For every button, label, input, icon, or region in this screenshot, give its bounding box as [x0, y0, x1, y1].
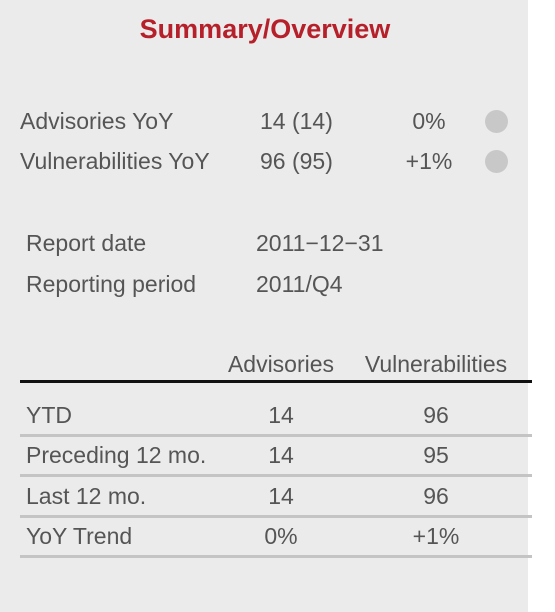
vulnerabilities-yoy-count: 96 (95): [260, 148, 333, 174]
advisories-status-indicator-icon: [485, 110, 508, 133]
advisories-yoy-change: 0%: [412, 108, 446, 134]
row-label: YTD: [26, 402, 72, 428]
table-header: Advisories Vulnerabilities: [0, 349, 530, 379]
vulnerabilities-status-indicator-icon: [485, 150, 508, 173]
reporting-period-label: Reporting period: [26, 271, 197, 297]
advisories-cell: 14: [268, 402, 294, 428]
advisories-cell: 14: [268, 483, 294, 509]
advisories-cell: 14: [268, 442, 294, 468]
vulnerabilities-cell: 95: [423, 442, 449, 468]
report-date-row: Report date 2011−12−31: [26, 228, 506, 258]
summary-panel: Summary/Overview Advisories YoY 14 (14) …: [0, 0, 532, 612]
report-date-value: 2011−12−31: [256, 230, 384, 256]
advisories-cell: 0%: [264, 523, 298, 549]
row-label: Preceding 12 mo.: [26, 442, 207, 468]
reporting-period-value: 2011/Q4: [256, 271, 343, 297]
reporting-period-row: Reporting period 2011/Q4: [26, 269, 506, 299]
vulnerabilities-cell: 96: [423, 483, 449, 509]
table-row: Last 12 mo. 14 96: [20, 478, 532, 518]
vulnerabilities-yoy-row: Vulnerabilities YoY 96 (95) +1%: [20, 146, 520, 176]
advisories-yoy-count: 14 (14): [260, 108, 333, 134]
advisories-yoy-row: Advisories YoY 14 (14) 0%: [20, 106, 520, 136]
vulnerabilities-cell: +1%: [412, 523, 460, 549]
vulnerabilities-yoy-label: Vulnerabilities YoY: [20, 148, 210, 174]
report-date-label: Report date: [26, 230, 147, 256]
row-label: Last 12 mo.: [26, 483, 147, 509]
table-row: YoY Trend 0% +1%: [20, 518, 532, 558]
column-header-advisories: Advisories: [227, 351, 335, 377]
table-header-divider: [20, 380, 532, 383]
table-row: YTD 14 96: [20, 397, 532, 437]
vulnerabilities-cell: 96: [423, 402, 449, 428]
table-row: Preceding 12 mo. 14 95: [20, 437, 532, 477]
column-header-vulnerabilities: Vulnerabilities: [364, 351, 508, 377]
advisories-yoy-label: Advisories YoY: [20, 108, 174, 134]
page-title: Summary/Overview: [139, 14, 391, 44]
vulnerabilities-yoy-change: +1%: [405, 148, 453, 174]
row-label: YoY Trend: [26, 523, 133, 549]
